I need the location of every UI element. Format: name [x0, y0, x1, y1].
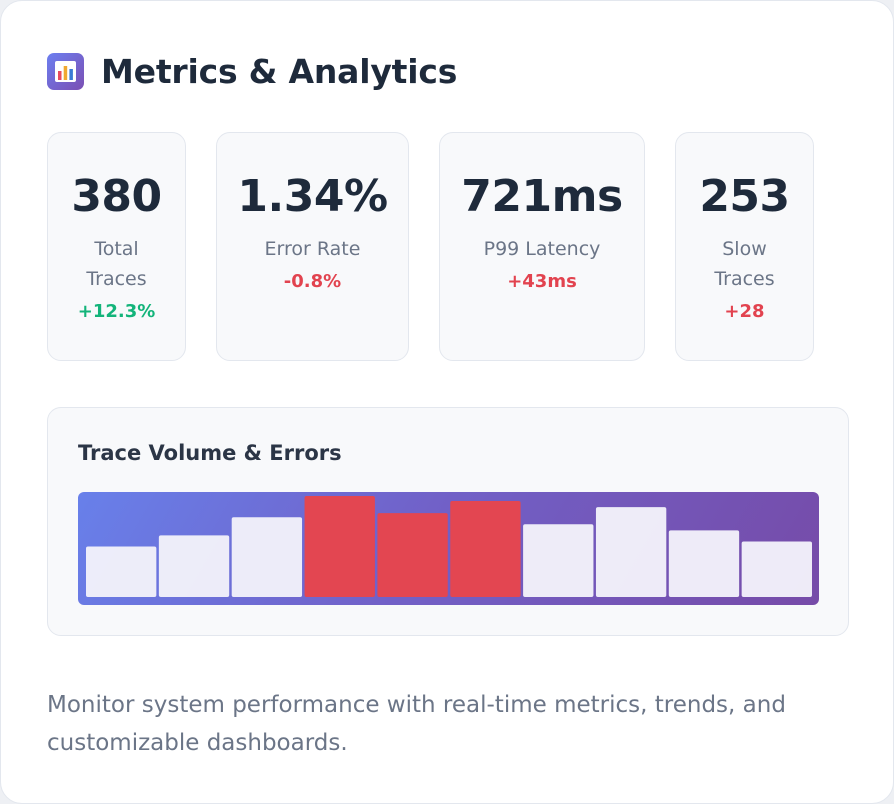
volume-bar	[86, 546, 157, 597]
page-title: Metrics & Analytics	[101, 52, 458, 91]
volume-bar	[231, 517, 303, 597]
stat-card-error-rate: 1.34% Error Rate -0.8%	[216, 132, 409, 361]
stat-value: 1.34%	[237, 171, 388, 222]
trace-volume-chart-panel: Trace Volume & Errors	[47, 407, 849, 636]
volume-bar	[668, 530, 740, 597]
error-bar	[377, 513, 448, 597]
stat-value: 380	[71, 171, 162, 222]
stat-change: +12.3%	[77, 301, 156, 322]
error-bar	[450, 501, 521, 597]
chart-title: Trace Volume & Errors	[78, 441, 342, 465]
error-bar	[304, 496, 375, 597]
stat-label: Error Rate	[264, 238, 361, 260]
stat-label: P99 Latency	[483, 238, 601, 260]
card-header: Metrics & Analytics	[47, 52, 457, 91]
chart-plot-area	[78, 492, 819, 605]
stat-change: -0.8%	[283, 271, 342, 292]
stat-value: 253	[699, 171, 790, 222]
volume-bar	[523, 524, 594, 597]
stat-change: +43ms	[507, 271, 577, 292]
bar-chart-icon	[47, 53, 84, 90]
stat-card-slow-traces: 253 Slow Traces +28	[675, 132, 814, 361]
volume-bar	[158, 535, 230, 597]
stat-card-total-traces: 380 Total Traces +12.3%	[47, 132, 186, 361]
card-description: Monitor system performance with real-tim…	[47, 692, 786, 756]
stat-label: Slow Traces	[714, 238, 775, 290]
trace-volume-bar-chart	[86, 496, 812, 597]
stat-value: 721ms	[461, 171, 623, 222]
volume-bar	[741, 541, 812, 597]
volume-bar	[595, 507, 667, 597]
stat-card-p99-latency: 721ms P99 Latency +43ms	[439, 132, 645, 361]
stat-label: Total Traces	[86, 238, 147, 290]
stat-change: +28	[724, 301, 765, 322]
